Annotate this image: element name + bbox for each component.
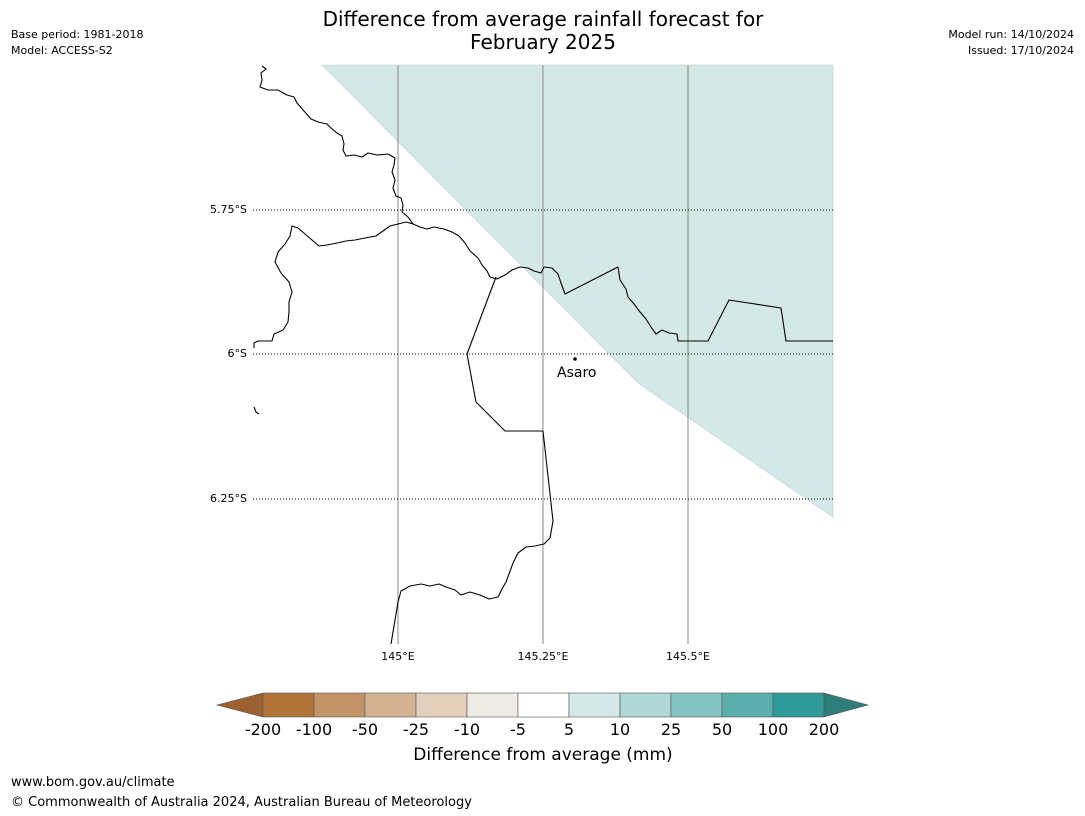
colorbar-segment	[721, 692, 774, 718]
lon-label-145e: 145°E	[381, 650, 415, 663]
lat-label-6s: 6°S	[227, 347, 247, 360]
model-info: Base period: 1981-2018 Model: ACCESS-S2	[11, 27, 143, 59]
colorbar-tick: 25	[660, 720, 682, 739]
map-title-line1: Difference from average rainfall forecas…	[322, 7, 764, 31]
colorbar-segment	[568, 692, 621, 718]
colorbar-segment	[670, 692, 723, 718]
colorbar-segment	[313, 692, 366, 718]
place-label-asaro: Asaro	[557, 365, 597, 381]
lat-label-5-75s: 5.75°S	[210, 203, 247, 216]
coastline-fragment	[253, 406, 260, 415]
colorbar-tick: 200	[808, 720, 840, 739]
colorbar-segment	[466, 692, 519, 718]
issued-date-text: Issued: 17/10/2024	[967, 44, 1074, 57]
lon-label-145-5e: 145.5°E	[666, 650, 710, 663]
colorbar-tick: -100	[295, 720, 333, 739]
colorbar-segment	[415, 692, 468, 718]
colorbar-label: Difference from average (mm)	[413, 745, 673, 765]
colorbar-tick: -5	[510, 720, 526, 739]
base-period-text: Base period: 1981-2018	[11, 28, 144, 41]
colorbar-segment	[619, 692, 672, 718]
colorbar	[215, 692, 870, 718]
forecast-shaded-area	[321, 64, 834, 518]
colorbar-tick: -10	[453, 720, 481, 739]
model-name-text: Model: ACCESS-S2	[11, 44, 113, 57]
lat-label-6-25s: 6.25°S	[210, 492, 247, 505]
colorbar-segment	[364, 692, 417, 718]
colorbar-tick: 50	[711, 720, 733, 739]
map-title-line2: February 2025	[470, 30, 616, 54]
footer-url[interactable]: www.bom.gov.au/climate	[11, 775, 175, 790]
colorbar-tick: -200	[244, 720, 282, 739]
colorbar-tick: -50	[351, 720, 379, 739]
province-boundary-south	[390, 276, 554, 645]
province-boundary-north	[253, 65, 414, 348]
colorbar-tick: 10	[609, 720, 631, 739]
colorbar-tick: 5	[563, 720, 575, 739]
colorbar-segment	[262, 692, 315, 718]
colorbar-segment	[772, 692, 825, 718]
model-run-text: Model run: 14/10/2024	[948, 28, 1074, 41]
colorbar-tick: -25	[402, 720, 430, 739]
colorbar-tick: 100	[757, 720, 789, 739]
run-info: Model run: 14/10/2024 Issued: 17/10/2024	[948, 27, 1074, 59]
lon-label-145-25e: 145.25°E	[517, 650, 569, 663]
footer-copyright: © Commonwealth of Australia 2024, Austra…	[11, 795, 472, 810]
asaro-marker	[573, 357, 577, 361]
colorbar-segment	[517, 692, 570, 718]
province-boundary-east	[412, 223, 833, 342]
colorbar-extend-high	[823, 692, 870, 718]
colorbar-extend-low	[215, 692, 264, 718]
